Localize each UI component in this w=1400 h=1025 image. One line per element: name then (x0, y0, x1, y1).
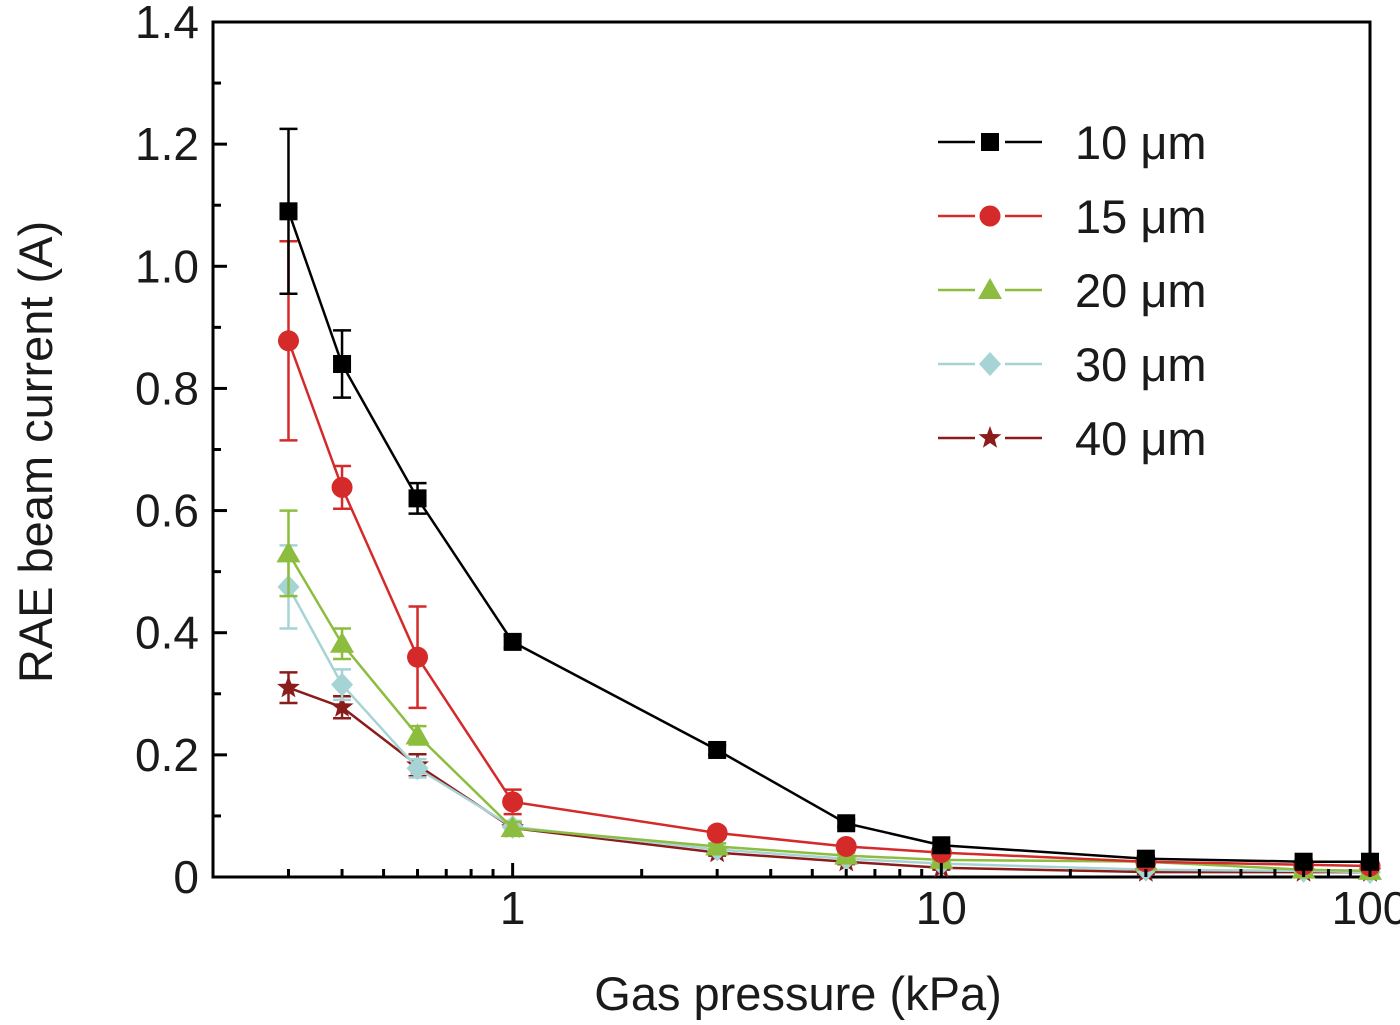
y-axis-label: RAE beam current (A) (9, 221, 62, 683)
data-point (279, 202, 298, 221)
legend-label: 20 μm (1075, 264, 1207, 317)
data-point (706, 822, 728, 844)
legend-label: 10 μm (1075, 116, 1207, 169)
data-point (932, 836, 951, 855)
series-line (288, 686, 1370, 874)
data-point (500, 816, 525, 838)
series-line (287, 340, 1371, 868)
y-tick-label: 0.2 (135, 729, 199, 781)
data-point (333, 355, 352, 373)
data-point (406, 756, 429, 781)
legend-label: 30 μm (1075, 338, 1207, 391)
data-point (1294, 852, 1313, 871)
x-tick-label: 1 (500, 882, 526, 934)
legend-item-0: 10 μm (938, 116, 1207, 169)
data-point (405, 723, 430, 745)
legend-marker (978, 426, 1002, 448)
legend: 10 μm 15 μm 20 μm 30 μm 40 μm (938, 116, 1207, 465)
series-line (287, 210, 1370, 863)
legend-marker (978, 278, 1002, 299)
y-tick-label: 1.0 (135, 240, 199, 292)
data-point (330, 695, 354, 717)
y-tick-label: 1.2 (135, 118, 199, 170)
x-tick-label: 100 (1332, 882, 1400, 934)
series-3 (277, 544, 1381, 885)
legend-marker (979, 352, 1001, 376)
y-tick-label: 1.4 (135, 0, 199, 48)
data-point (503, 632, 522, 651)
y-tick-label: 0.4 (135, 607, 199, 659)
data-point (705, 834, 730, 856)
data-point (837, 814, 856, 833)
legend-label: 40 μm (1075, 412, 1207, 465)
data-point (277, 330, 299, 352)
data-point (1136, 849, 1155, 868)
series-4 (277, 671, 1382, 882)
y-tick-label: 0 (173, 851, 199, 903)
legend-marker (979, 205, 1001, 227)
legend-item-3: 30 μm (938, 338, 1207, 391)
legend-marker (981, 133, 999, 151)
y-tick-label: 0.6 (135, 485, 199, 537)
data-point (331, 476, 353, 498)
x-axis-label: Gas pressure (kPa) (594, 967, 1001, 1020)
x-tick-label: 10 (916, 882, 967, 934)
legend-item-4: 40 μm (938, 412, 1207, 465)
series-0 (279, 127, 1379, 871)
data-point (277, 675, 300, 698)
legend-item-2: 20 μm (938, 264, 1207, 317)
legend-item-1: 15 μm (938, 190, 1207, 243)
data-point (407, 646, 429, 668)
data-point (502, 791, 524, 813)
data-point (408, 489, 427, 508)
y-tick-label: 0.8 (135, 362, 199, 414)
data-point (330, 631, 355, 653)
data-point (708, 740, 727, 759)
series-line (287, 552, 1371, 873)
legend-label: 15 μm (1075, 190, 1207, 243)
series-line (287, 586, 1371, 874)
data-point (276, 541, 301, 563)
data-point (331, 672, 354, 697)
data-point (835, 835, 857, 857)
data-point (1361, 852, 1379, 871)
